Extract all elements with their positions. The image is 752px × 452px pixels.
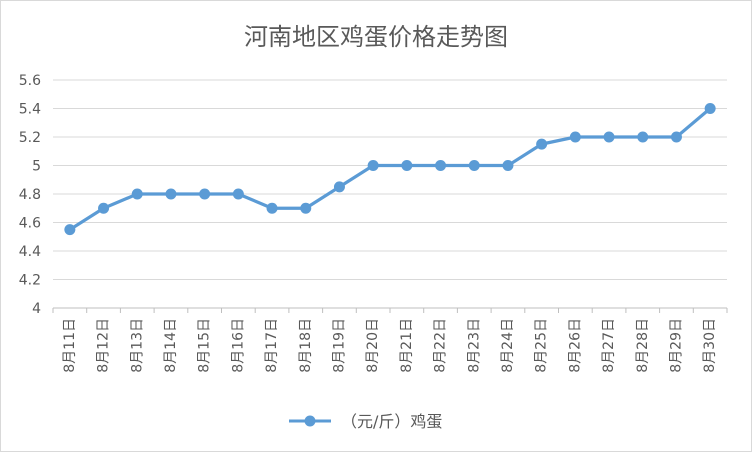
y-tick-label: 5.4 [19, 102, 41, 118]
x-axis: 8月11日 8月12日 8月13日 8月14日 8月15日 8月16日 8月17日 8月18日… [52, 308, 728, 373]
x-tick-label: 8月12日 [96, 318, 112, 373]
x-tick-label: 8月14日 [163, 318, 179, 373]
data-point [266, 202, 278, 214]
y-tick-label: 5 [32, 159, 41, 175]
x-tick-label: 8月18日 [298, 318, 314, 373]
x-tick-label: 8月23日 [466, 318, 482, 373]
y-tick-label: 5.2 [19, 130, 41, 146]
y-tick-label: 4.2 [19, 273, 41, 289]
y-tick-label: 4 [32, 301, 41, 317]
data-point [536, 138, 548, 150]
data-point [367, 160, 379, 171]
series-line [68, 106, 712, 232]
data-point [502, 160, 514, 171]
series-group [64, 103, 716, 236]
data-point [333, 181, 345, 193]
data-point [468, 160, 480, 171]
x-tick-label: 8月13日 [129, 318, 145, 373]
y-tick-label: 4.4 [19, 244, 41, 260]
data-point [98, 202, 110, 214]
y-tick-label: 4.8 [19, 187, 41, 203]
data-point [603, 131, 615, 143]
data-point [131, 188, 143, 200]
x-tick-label: 8月28日 [635, 318, 651, 373]
data-point [64, 224, 76, 236]
legend-point-marker [304, 415, 316, 427]
x-tick-label: 8月29日 [668, 318, 684, 373]
data-point [637, 131, 649, 143]
x-tick-label: 8月24日 [500, 318, 516, 373]
x-tick-label: 8月26日 [567, 318, 583, 373]
data-point [670, 131, 682, 143]
x-tick-label: 8月20日 [365, 318, 381, 373]
y-axis: 4 4.2 4.4 4.6 4.8 5 5.2 5.4 5.6 [19, 73, 41, 317]
legend-label: （元/斤）鸡蛋 [341, 412, 442, 431]
data-point [401, 160, 413, 171]
data-point [569, 131, 581, 143]
x-tick-label: 8月30日 [702, 318, 718, 373]
x-tick-label: 8月27日 [601, 318, 617, 373]
x-tick-label: 8月11日 [62, 318, 78, 373]
x-tick-label: 8月21日 [399, 318, 415, 373]
x-tick-label: 8月22日 [433, 318, 449, 373]
chart-title: 河南地区鸡蛋价格走势图 [244, 23, 508, 51]
x-tick-label: 8月15日 [197, 318, 213, 373]
data-point [199, 188, 211, 200]
y-tick-label: 4.6 [19, 216, 41, 232]
x-tick-label: 8月17日 [264, 318, 280, 373]
data-point [232, 188, 244, 200]
data-point [300, 202, 312, 214]
data-point [435, 160, 447, 171]
x-tick-label: 8月25日 [534, 318, 550, 373]
data-point [165, 188, 177, 200]
x-tick-label: 8月16日 [230, 318, 246, 373]
legend: （元/斤）鸡蛋 [289, 412, 442, 431]
data-point [704, 103, 716, 114]
y-tick-label: 5.6 [19, 73, 41, 89]
x-tick-label: 8月19日 [331, 318, 347, 373]
